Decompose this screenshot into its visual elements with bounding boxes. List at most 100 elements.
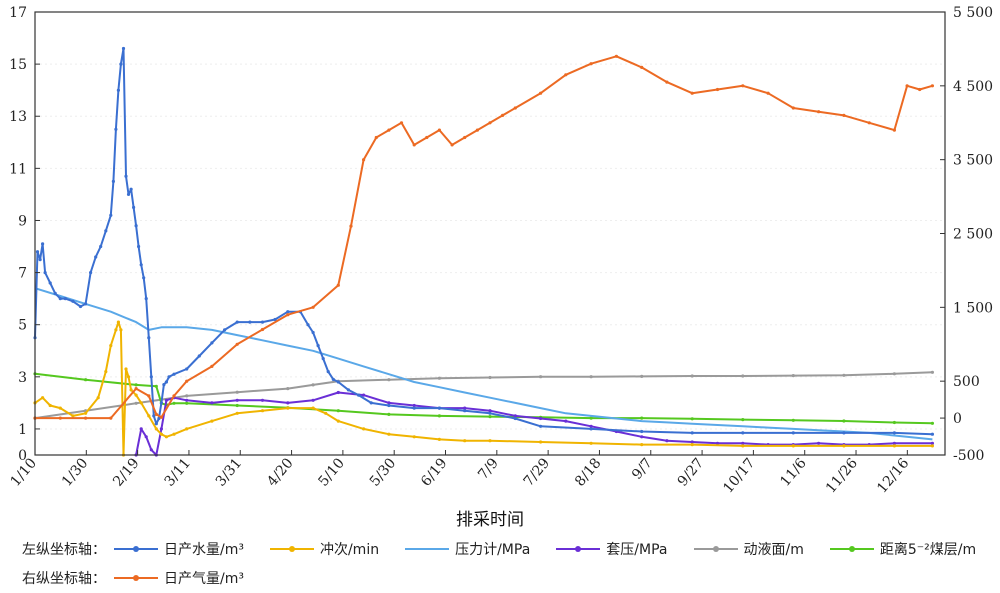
series-6-point-38 xyxy=(741,84,745,88)
series-0-point-28 xyxy=(139,263,143,267)
series-0-point-52 xyxy=(311,330,315,335)
series-5-point-20 xyxy=(842,419,846,423)
y-right-tick-label-0: -500 xyxy=(953,448,984,464)
x-tick-label-6: 5/10 xyxy=(315,455,347,489)
series-6-point-31 xyxy=(564,73,568,77)
y-right-tick-label-7: 5 500 xyxy=(953,5,993,21)
series-5-point-11 xyxy=(387,412,391,416)
series-3-point-13 xyxy=(311,398,315,402)
series-6-point-15 xyxy=(336,283,340,287)
series-6-point-30 xyxy=(539,91,543,95)
y-left-tick-label-1: 1 xyxy=(18,422,27,438)
gridlines xyxy=(35,63,945,430)
series-1-point-44 xyxy=(892,444,897,448)
series-5-point-18 xyxy=(741,418,745,422)
series-4-point-5 xyxy=(235,390,239,394)
series-3-point-5 xyxy=(159,427,163,431)
series-1-point-42 xyxy=(791,444,795,448)
series-3-point-33 xyxy=(817,441,821,445)
series-0-point-9 xyxy=(71,299,75,303)
series-3-point-22 xyxy=(539,416,543,421)
x-tick-label-5: 4/20 xyxy=(264,455,296,489)
series-1-point-35 xyxy=(463,439,467,443)
series-3-point-20 xyxy=(488,409,492,413)
series-1-point-20 xyxy=(159,432,163,436)
series-0-point-39 xyxy=(167,375,171,379)
series-0-point-38 xyxy=(164,380,168,384)
series-6-point-16 xyxy=(349,224,353,228)
series-5-point-10 xyxy=(336,409,340,413)
series-3-point-16 xyxy=(387,401,391,405)
series-0-point-73 xyxy=(842,431,846,435)
series-6-point-28 xyxy=(501,113,505,117)
series-0-point-58 xyxy=(346,388,350,392)
series-0-point-33 xyxy=(152,414,156,418)
series-4-point-19 xyxy=(892,372,897,376)
series-5-point-22 xyxy=(930,421,935,425)
series-3-point-10 xyxy=(235,398,239,402)
series-3-point-30 xyxy=(741,441,745,445)
series-1-point-8 xyxy=(109,344,113,348)
series-3-point-28 xyxy=(690,440,694,444)
series-6-point-2 xyxy=(84,416,88,420)
series-6-point-23 xyxy=(437,128,441,132)
series-1-point-25 xyxy=(235,411,239,415)
series-1-point-30 xyxy=(336,419,340,423)
series-3-point-19 xyxy=(463,406,467,410)
series-6-point-8 xyxy=(172,394,176,398)
y-left-tick-label-6: 11 xyxy=(9,161,27,177)
series-1-point-6 xyxy=(96,396,100,400)
series-0-point-67 xyxy=(539,424,543,428)
series-1-point-43 xyxy=(842,444,846,448)
series-6-point-11 xyxy=(235,342,239,346)
series-6-point-27 xyxy=(488,121,492,125)
series-0-point-16 xyxy=(109,213,113,217)
series-0-point-1 xyxy=(35,250,40,254)
series-0-point-53 xyxy=(316,344,320,348)
x-tick-label-9: 7/9 xyxy=(475,455,502,483)
series-1-point-23 xyxy=(185,427,189,431)
series-0-point-66 xyxy=(513,416,517,421)
y-right-tick-label-3: 1 500 xyxy=(953,300,993,316)
series-6-point-1 xyxy=(58,416,62,420)
series-0-point-74 xyxy=(892,431,897,435)
series-0-point-69 xyxy=(640,429,644,434)
series-6-point-21 xyxy=(412,143,416,147)
series-5-point-3 xyxy=(154,384,158,388)
series-0-point-2 xyxy=(38,258,42,262)
x-tick-label-11: 8/18 xyxy=(572,455,604,489)
series-5-point-16 xyxy=(640,416,644,420)
series-4-point-15 xyxy=(690,374,694,378)
series-0-point-11 xyxy=(84,302,88,306)
y-left-tick-label-4: 7 xyxy=(18,266,27,282)
series-3-point-29 xyxy=(715,441,720,445)
series-3-point-8 xyxy=(185,398,189,402)
series-4-point-10 xyxy=(437,376,441,380)
y-right-tick-label-1: 0 xyxy=(953,411,962,427)
series-5-point-17 xyxy=(690,417,694,421)
series-3-point-36 xyxy=(892,441,897,445)
series-0-point-23 xyxy=(126,192,131,196)
series-1-point-26 xyxy=(260,409,265,413)
series-6-point-33 xyxy=(614,54,619,58)
series-5-point-12 xyxy=(437,414,441,418)
series-0-point-29 xyxy=(142,276,146,280)
series-0-point-7 xyxy=(58,297,62,301)
series-0-point-34 xyxy=(154,422,158,426)
series-5-point-6 xyxy=(172,401,176,405)
series-0-point-37 xyxy=(162,383,166,387)
series-1-point-29 xyxy=(324,411,328,415)
series-0-point-21 xyxy=(121,46,126,51)
series-5-point-8 xyxy=(235,403,239,408)
series-1-point-2 xyxy=(48,403,52,408)
series-6-point-19 xyxy=(387,128,391,132)
series-0-point-8 xyxy=(63,297,67,301)
x-tick-label-2: 2/19 xyxy=(110,455,142,489)
series-0-point-68 xyxy=(589,427,593,431)
series-1-point-22 xyxy=(172,432,176,436)
series-6-point-5 xyxy=(147,394,151,398)
series-0-point-26 xyxy=(134,224,138,228)
series-0-point-48 xyxy=(273,317,277,322)
series-4-point-7 xyxy=(311,383,315,387)
